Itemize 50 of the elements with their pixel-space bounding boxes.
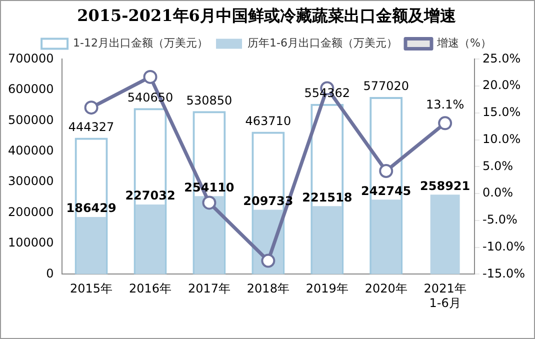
y2-tick-label: 0.0% xyxy=(482,186,514,200)
legend-label: 1-12月出口金额（万美元） xyxy=(73,36,208,50)
x-tick-label: 2015年 xyxy=(70,282,113,296)
y-tick-label: 100000 xyxy=(8,236,54,250)
x-tick-label: 2019年 xyxy=(306,282,348,296)
x-tick-label: 2018年 xyxy=(246,282,290,296)
point xyxy=(438,116,452,130)
y2-tick-label: 5.0% xyxy=(482,158,514,173)
bar xyxy=(312,206,342,274)
data-label: 577020 xyxy=(363,79,410,94)
y-tick-label: 400000 xyxy=(8,143,54,158)
y-tick-label: 300000 xyxy=(8,174,54,188)
y-tick-label: 0 xyxy=(46,266,54,280)
bar xyxy=(136,204,165,274)
y2-tick-label: -10.0% xyxy=(482,239,525,254)
data-label: 221518 xyxy=(302,190,352,204)
point xyxy=(84,100,98,115)
data-label: 444327 xyxy=(68,120,114,134)
bar xyxy=(194,196,224,274)
y-tick-label: 500000 xyxy=(8,112,54,127)
y2-tick-label: 10.0% xyxy=(482,132,521,146)
x-tick-label: 2017年 xyxy=(188,282,230,296)
y2-tick-label: 15.0% xyxy=(482,105,521,120)
x-tick-label: 2021年 1-6月 xyxy=(424,282,466,310)
legend-label: 历年1-6月出口金额（万美元） xyxy=(248,36,398,50)
x-tick-label: 2016年 xyxy=(128,282,172,296)
point xyxy=(143,70,158,84)
legend-label: 增速（%） xyxy=(436,36,492,50)
y2-tick-label: -5.0% xyxy=(482,212,518,227)
bar xyxy=(371,200,401,274)
x-tick-label: 2020年 xyxy=(364,282,408,296)
bar xyxy=(430,194,460,274)
data-label: 13.1% xyxy=(426,97,464,112)
point xyxy=(379,164,394,178)
point xyxy=(202,196,216,210)
point xyxy=(261,254,276,268)
y2-tick-label: -15.0% xyxy=(482,266,525,280)
y-tick-label: 200000 xyxy=(8,204,54,219)
y-tick-label: 600000 xyxy=(8,82,54,96)
data-label: 530850 xyxy=(186,93,232,108)
data-label: 242745 xyxy=(361,184,412,198)
data-label: 227032 xyxy=(125,188,176,203)
data-label: 258921 xyxy=(420,178,470,193)
data-label: 186429 xyxy=(66,201,116,216)
chart-title: 2015-2021年6月中国鲜或冷藏蔬菜出口金额及增速 xyxy=(77,6,457,25)
y2-tick-label: 20.0% xyxy=(482,78,521,92)
y-tick-label: 700000 xyxy=(8,51,54,66)
bar xyxy=(76,216,106,274)
y2-tick-label: 25.0% xyxy=(482,51,521,66)
data-label: 463710 xyxy=(245,114,292,128)
